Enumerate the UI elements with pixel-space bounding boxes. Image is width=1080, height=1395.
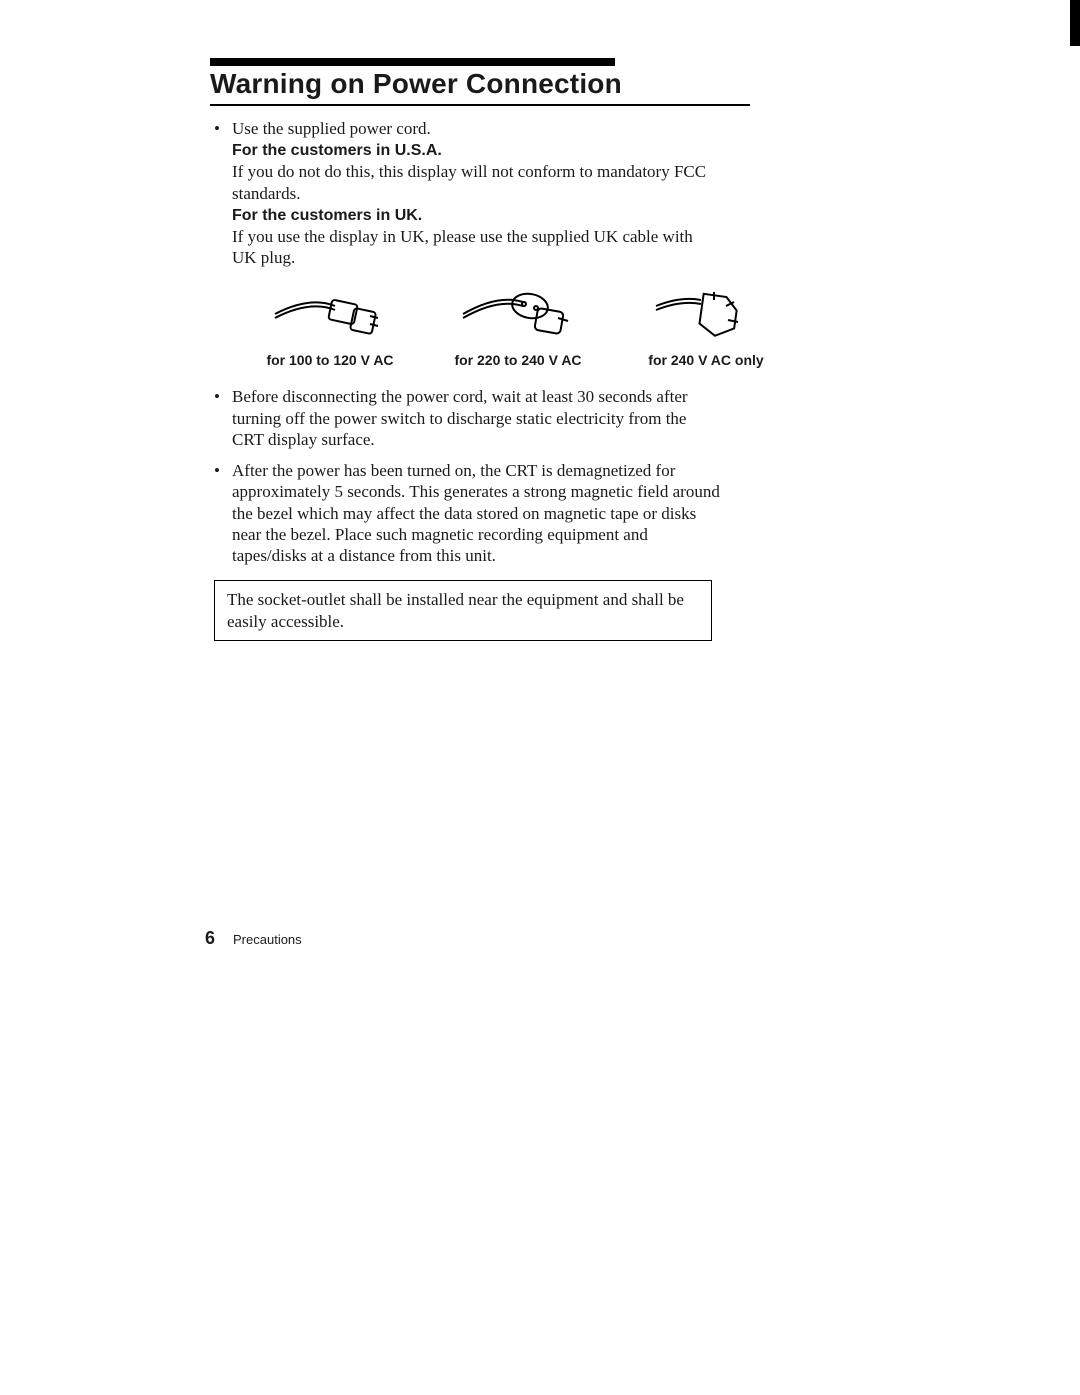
bullet-item: After the power has been turned on, the …	[210, 460, 720, 566]
usa-heading: For the customers in U.S.A.	[232, 142, 442, 159]
after-bullet-list: Before disconnecting the power cord, wai…	[210, 386, 720, 566]
page-number: 6	[205, 928, 215, 949]
footer-section-label: Precautions	[233, 932, 302, 947]
plug-item-100-120v: for 100 to 120 V AC	[250, 286, 410, 368]
plug-row: for 100 to 120 V AC for 220 to 240 V AC	[250, 286, 910, 368]
plug-us-icon	[270, 286, 390, 341]
plug-caption: for 240 V AC only	[626, 352, 786, 368]
page-footer: 6 Precautions	[205, 928, 302, 949]
usa-body: If you do not do this, this display will…	[232, 162, 706, 202]
bullet-item: Before disconnecting the power cord, wai…	[210, 386, 720, 450]
intro-lead: Use the supplied power cord.	[232, 119, 431, 138]
boxed-note: The socket-outlet shall be installed nea…	[214, 580, 712, 641]
plug-eu-icon	[458, 286, 578, 341]
uk-heading: For the customers in UK.	[232, 207, 422, 224]
plug-caption: for 100 to 120 V AC	[250, 352, 410, 368]
plug-uk-icon	[646, 286, 766, 341]
plug-item-220-240v: for 220 to 240 V AC	[438, 286, 598, 368]
page-title: Warning on Power Connection	[210, 68, 750, 106]
title-rule	[210, 58, 615, 66]
plug-item-240v-only: for 240 V AC only	[626, 286, 786, 368]
page-content: Warning on Power Connection Use the supp…	[210, 58, 910, 641]
plug-caption: for 220 to 240 V AC	[438, 352, 598, 368]
page-edge-mark	[1070, 0, 1080, 46]
uk-body: If you use the display in UK, please use…	[232, 227, 693, 267]
intro-bullet-list: Use the supplied power cord. For the cus…	[210, 118, 720, 268]
intro-bullet: Use the supplied power cord. For the cus…	[210, 118, 720, 268]
